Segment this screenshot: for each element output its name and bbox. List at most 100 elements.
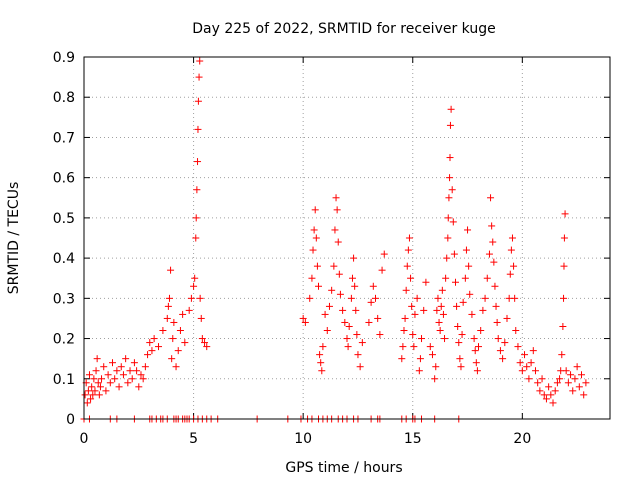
data-point [536,387,544,395]
data-point [408,302,416,310]
data-point [487,194,495,202]
data-point [461,274,469,282]
data-point [117,363,125,371]
data-point [174,347,182,355]
data-point [529,347,537,355]
data-point [401,314,409,322]
data-point [196,57,204,65]
data-point [196,294,204,302]
data-point [443,254,451,262]
data-point [441,335,449,343]
y-tick-label: 0.8 [53,90,75,106]
data-point [194,158,202,166]
data-point [449,218,457,226]
data-point [334,238,342,246]
data-point [446,121,454,129]
data-point [330,262,338,270]
data-point [547,391,555,399]
data-point [413,294,421,302]
data-point [438,286,446,294]
data-point [176,327,184,335]
data-point [549,399,557,407]
data-point [527,359,535,367]
data-point [98,375,106,383]
data-point [83,399,91,407]
data-point [100,363,108,371]
data-point [358,339,366,347]
data-point [108,359,116,367]
data-point [376,331,384,339]
data-point [169,335,177,343]
data-point [458,331,466,339]
data-point [328,286,336,294]
data-point [191,274,199,282]
data-point [464,226,472,234]
data-point [333,206,341,214]
y-tick-label: 0.3 [53,291,75,307]
data-point [315,282,323,290]
data-point [434,294,442,302]
data-point [542,395,550,403]
data-point [561,210,569,218]
y-axis-label: SRMTID / TECUs [6,182,22,295]
data-point [575,383,583,391]
data-point [453,302,461,310]
data-point [128,375,136,383]
data-point [89,391,97,399]
data-point [96,383,104,391]
data-point [150,335,158,343]
data-point [432,363,440,371]
data-point [410,343,418,351]
data-point [353,331,361,339]
data-point [567,371,575,379]
data-point [148,347,156,355]
data-point [90,375,98,383]
data-point [350,254,358,262]
data-point [428,351,436,359]
data-point [573,363,581,371]
data-point [490,258,498,266]
data-point [521,351,529,359]
data-point [367,298,375,306]
data-point [146,339,154,347]
data-point [141,363,149,371]
data-point [444,234,452,242]
data-point [88,383,96,391]
data-point [170,318,178,326]
data-point [582,379,590,387]
data-point [553,379,561,387]
data-point [580,391,588,399]
x-tick-label: 20 [513,431,531,447]
data-point [560,294,568,302]
data-point [335,270,343,278]
data-point [405,234,413,242]
data-point [159,327,167,335]
data-point [501,339,509,347]
data-point [525,375,533,383]
data-point [442,274,450,282]
y-tick-label: 0.7 [53,130,75,146]
chart-title: Day 225 of 2022, SRMTID for receiver kug… [192,21,495,37]
data-point [172,363,180,371]
data-point [493,318,501,326]
data-point [119,371,127,379]
data-point [496,347,504,355]
data-point [514,343,522,351]
data-point [531,367,539,375]
data-point [313,262,321,270]
data-point [102,387,110,395]
data-point [194,125,202,133]
data-point [369,282,377,290]
y-tick-label: 0.5 [53,211,75,227]
data-point [494,335,502,343]
data-point [420,306,428,314]
data-point [332,194,340,202]
x-axis-label: GPS time / hours [285,460,402,476]
data-point [462,246,470,254]
data-point [84,387,92,395]
data-point [133,367,141,375]
data-point [558,351,566,359]
data-point [437,302,445,310]
data-point [538,375,546,383]
